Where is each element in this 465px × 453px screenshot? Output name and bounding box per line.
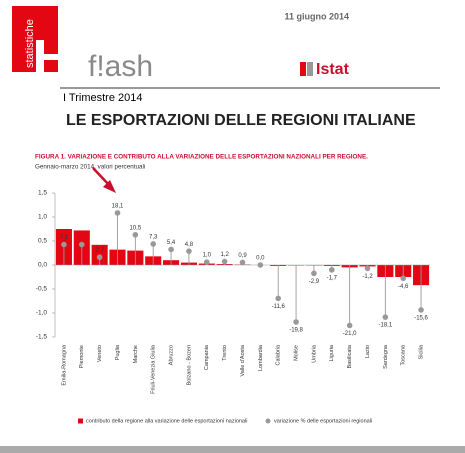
- dot: [418, 307, 424, 313]
- dot: [114, 210, 121, 216]
- value-label: -15,6: [414, 316, 428, 322]
- dot: [275, 295, 282, 302]
- title: LE ESPORTAZIONI DELLE REGIONI ITALIANE: [66, 112, 416, 129]
- dot: [186, 248, 192, 254]
- value-label: -1,7: [327, 275, 338, 281]
- x-tick-label: Lombardia: [258, 344, 264, 371]
- value-label: 5,4: [167, 240, 176, 246]
- dot: [293, 319, 299, 325]
- x-tick-label: Umbria: [311, 344, 317, 363]
- value-label: 1,0: [203, 253, 212, 259]
- x-tick-label: Abruzzo: [169, 345, 175, 365]
- value-label: 2,7: [95, 248, 104, 254]
- dot: [400, 275, 407, 282]
- x-tick-label: Campania: [204, 344, 210, 370]
- logo-word: f!ash: [88, 50, 153, 83]
- x-tick-label: Basilicata: [347, 344, 353, 368]
- value-label: -4,6: [398, 284, 409, 290]
- x-tick-label: Valle d'Aosta: [240, 344, 246, 376]
- x-tick-label: Sardegna: [383, 344, 389, 369]
- brand-icon: [300, 62, 306, 76]
- x-tick-label: Marche: [133, 345, 139, 363]
- x-tick-label: Toscana: [401, 344, 407, 365]
- y-tick-label: 1,0: [38, 214, 47, 221]
- brand: Istat: [316, 61, 350, 78]
- dot: [239, 259, 246, 266]
- x-tick-label: Puglia: [115, 344, 121, 360]
- x-tick-label: Emilia-Romagna: [61, 344, 67, 386]
- dot: [382, 314, 389, 320]
- x-tick-label: Trento: [222, 345, 228, 361]
- footer-bar: [0, 446, 465, 453]
- dot: [150, 241, 157, 247]
- chart-title: FIGURA 1. VARIAZIONE E CONTRIBUTO ALLA V…: [35, 154, 368, 161]
- dot: [132, 231, 139, 238]
- value-label: -2,9: [309, 279, 320, 285]
- x-tick-label: Veneto: [97, 345, 103, 362]
- legend-label: variazione % delle esportazioni regional…: [274, 418, 372, 424]
- dot: [96, 254, 103, 261]
- dot: [328, 267, 335, 273]
- value-label: 0,9: [238, 253, 247, 259]
- y-tick-label: -0,5: [36, 286, 48, 293]
- value-label: 0,0: [256, 256, 265, 262]
- value-label: -11,6: [272, 304, 286, 310]
- value-label: -1,2: [362, 274, 373, 280]
- dot: [78, 241, 85, 248]
- x-tick-label: Bolzano - Bozen: [186, 345, 192, 385]
- logo-vertical: statistiche: [24, 19, 36, 68]
- logo-dot: [44, 60, 58, 72]
- date: 11 giugno 2014: [284, 11, 349, 21]
- value-label: 10,5: [130, 225, 142, 231]
- dot: [168, 246, 174, 253]
- x-tick-label: Liguria: [329, 344, 335, 361]
- value-label: 4,8: [185, 242, 194, 248]
- period: I Trimestre 2014: [63, 92, 142, 104]
- arrow-head: [103, 180, 116, 193]
- value-label: -19,8: [289, 328, 303, 334]
- legend-swatch: [78, 418, 83, 424]
- value-label: -21,0: [343, 331, 357, 337]
- dot: [364, 265, 371, 272]
- brand-icon: [307, 62, 313, 76]
- x-tick-label: Lazio: [365, 345, 371, 358]
- value-label: 7,3: [149, 235, 158, 241]
- legend-swatch: [265, 418, 271, 424]
- value-label: 18,1: [112, 203, 124, 209]
- logo-mark: [12, 6, 58, 72]
- y-tick-label: 0,5: [38, 238, 47, 245]
- value-label: 1,2: [220, 252, 229, 258]
- y-tick-label: -1,0: [36, 310, 48, 317]
- x-tick-label: Friuli-Venezia Giulia: [151, 344, 157, 394]
- y-tick-label: 0,0: [38, 262, 47, 269]
- dot: [61, 241, 67, 248]
- chart: -1,5 -1,0 -0,5 0,0 0,5 1,0 1,5 7,1 2,7 18,1 10,5 7,…: [36, 190, 430, 424]
- x-tick-label: Molise: [294, 345, 300, 361]
- dot: [221, 258, 228, 265]
- x-tick-label: Calabria: [276, 344, 282, 365]
- value-label: -18,1: [379, 323, 393, 329]
- dot: [203, 259, 210, 265]
- x-tick-label: Sicilia: [419, 344, 425, 359]
- dot: [311, 270, 317, 277]
- y-tick-label: -1,5: [36, 334, 48, 341]
- dot: [346, 322, 353, 329]
- y-tick-label: 1,5: [38, 190, 47, 197]
- chart-subtitle: Gennaio-marzo 2014, valori percentuali: [35, 164, 145, 171]
- x-tick-label: Piemonte: [79, 345, 85, 368]
- value-label: 7,1: [60, 235, 69, 241]
- legend-label: contributo della regione alla variazione…: [86, 418, 247, 424]
